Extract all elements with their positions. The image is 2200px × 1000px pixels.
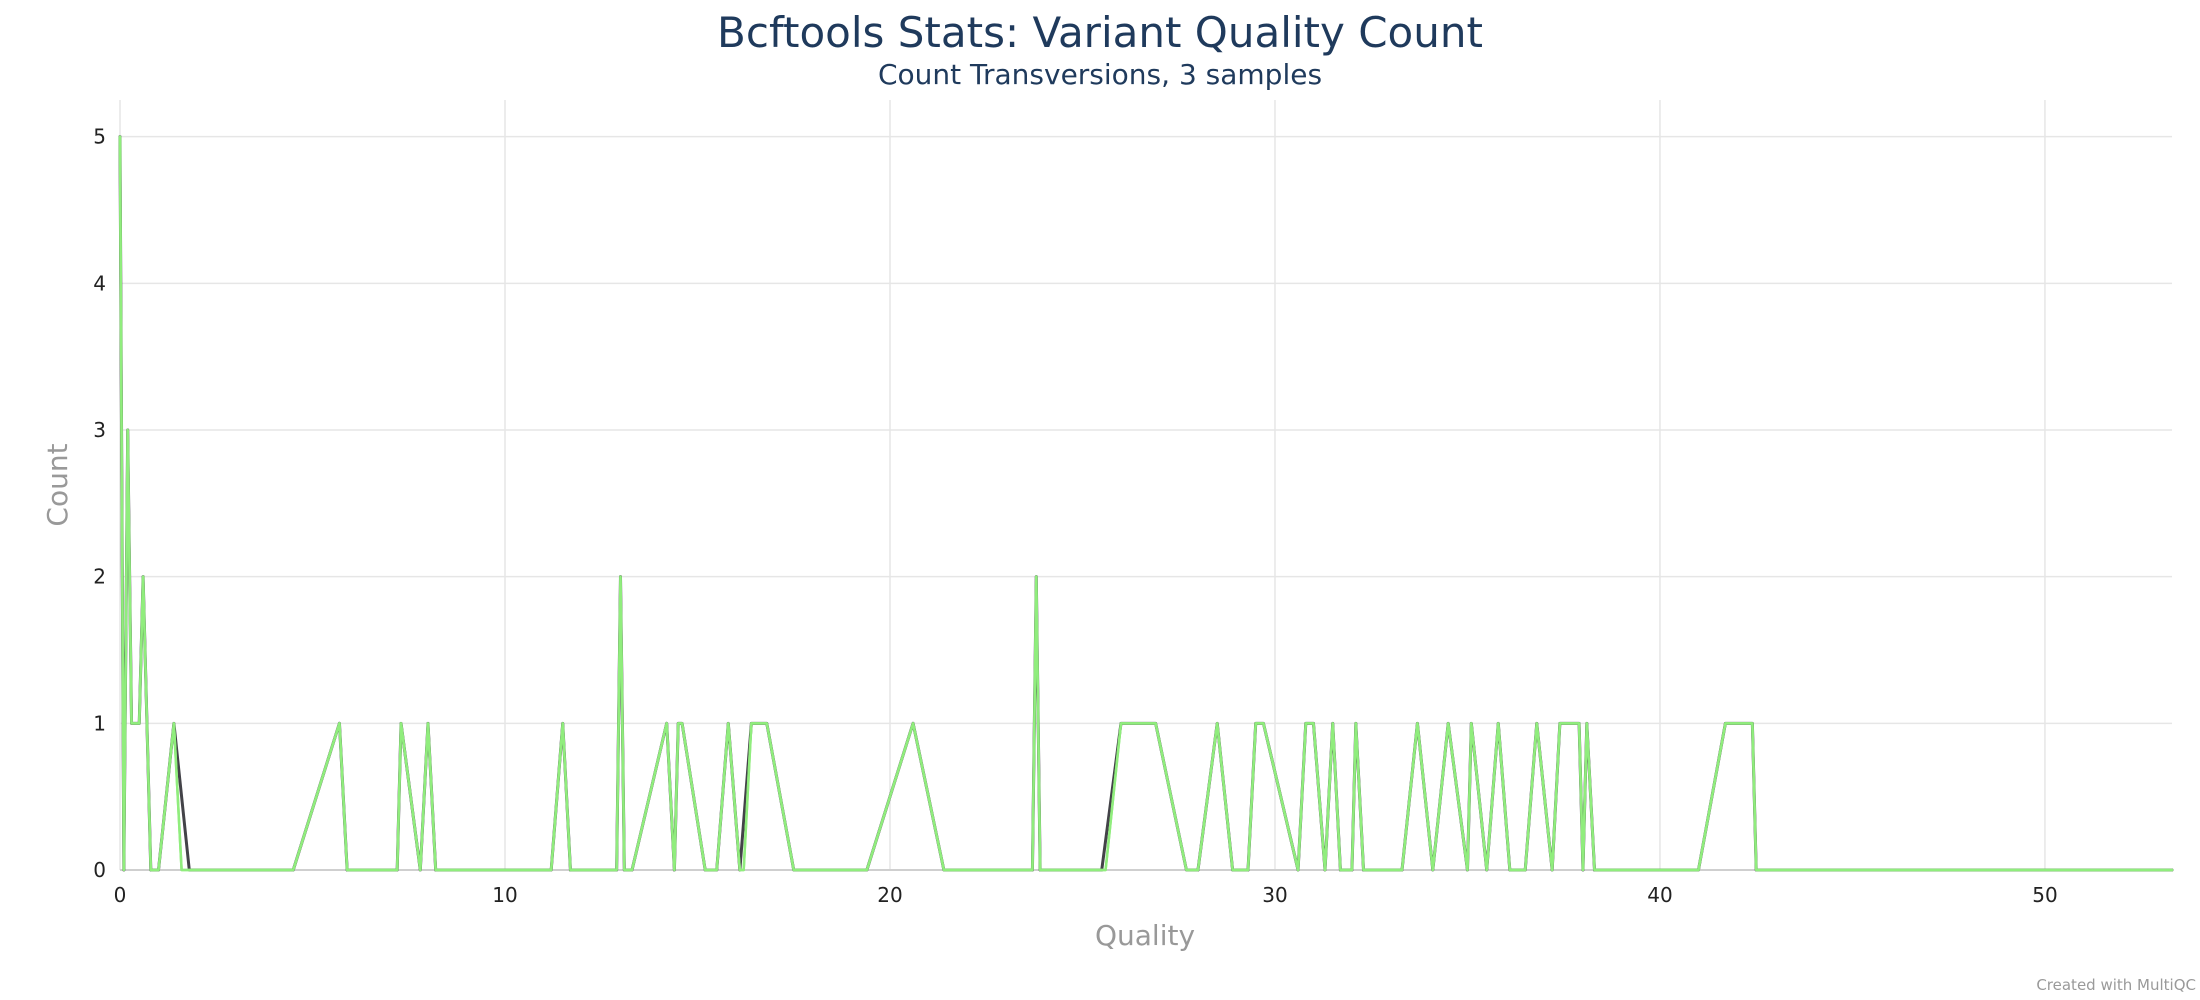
x-tick-label-5: 50: [2032, 883, 2057, 907]
x-tick-label-2: 20: [877, 883, 902, 907]
x-tick-label-1: 10: [492, 883, 517, 907]
y-tick-label-5: 5: [93, 125, 106, 149]
y-axis-label: Count: [41, 443, 74, 526]
y-tick-label-0: 0: [93, 858, 106, 882]
x-axis-label: Quality: [1095, 919, 1195, 952]
y-tick-label-4: 4: [93, 271, 106, 295]
series-group: [118, 135, 2174, 872]
x-tick-label-0: 0: [114, 883, 127, 907]
chart-title: Bcftools Stats: Variant Quality Count: [717, 8, 1483, 57]
credit-text: Created with MultiQC: [2036, 976, 2196, 994]
x-tick-label-3: 30: [1262, 883, 1287, 907]
x-tick-label-4: 40: [1647, 883, 1672, 907]
series-line-3[interactable]: [118, 135, 2174, 872]
y-tick-label-3: 3: [93, 418, 106, 442]
y-tick-label-2: 2: [93, 565, 106, 589]
chart-subtitle: Count Transversions, 3 samples: [878, 58, 1322, 91]
y-tick-label-1: 1: [93, 711, 106, 735]
grid: [119, 100, 2172, 871]
